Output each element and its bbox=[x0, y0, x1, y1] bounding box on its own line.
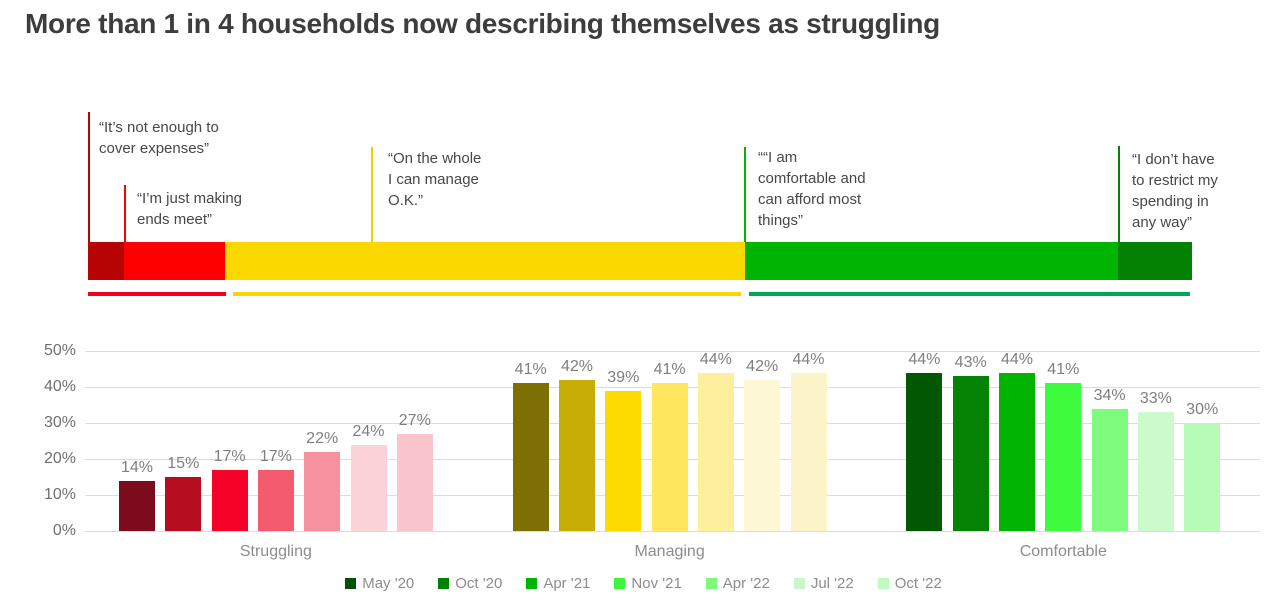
bar bbox=[559, 379, 595, 531]
bar-value-label: 17% bbox=[213, 447, 246, 465]
bar bbox=[790, 372, 827, 531]
quote-annotation: ““I am comfortable and can afford most t… bbox=[758, 149, 866, 229]
legend-swatch bbox=[526, 578, 538, 589]
legend-item: Jul '22 bbox=[793, 575, 854, 592]
legend-label: Nov '21 bbox=[631, 575, 682, 592]
bar-value-label: 39% bbox=[607, 368, 640, 386]
gridline bbox=[85, 351, 1260, 352]
bar bbox=[165, 477, 202, 531]
band-segment-struggling bbox=[124, 242, 225, 280]
y-axis-label: 0% bbox=[52, 522, 76, 539]
bar bbox=[119, 480, 155, 531]
bar-value-label: 43% bbox=[954, 354, 987, 372]
quote-annotation: “It’s not enough to cover expenses” bbox=[99, 119, 219, 157]
legend-swatch bbox=[793, 578, 805, 589]
chart-legend: May '20 Oct '20 Apr '21 Nov '21 Apr '22 Jul '… bbox=[0, 575, 1287, 592]
legend-item: Nov '21 bbox=[614, 575, 682, 592]
category-label: Comfortable bbox=[1019, 543, 1107, 560]
legend-item: Oct '22 bbox=[877, 575, 942, 592]
bar bbox=[1045, 383, 1082, 531]
bar-value-label: 27% bbox=[398, 411, 431, 429]
legend-label: Jul '22 bbox=[810, 575, 854, 592]
bar bbox=[651, 383, 688, 531]
band-callout-line bbox=[744, 147, 746, 242]
legend-swatch bbox=[438, 578, 450, 589]
legend-label: Apr '21 bbox=[543, 575, 591, 592]
bar bbox=[396, 433, 433, 531]
bar-value-label: 14% bbox=[120, 458, 154, 476]
bar-value-label: 41% bbox=[653, 361, 686, 379]
legend-swatch bbox=[877, 578, 889, 589]
bar bbox=[257, 469, 294, 531]
y-axis-label: 10% bbox=[43, 486, 76, 503]
legend-item: Apr '21 bbox=[526, 575, 590, 592]
bar bbox=[744, 379, 781, 531]
bar-value-label: 44% bbox=[699, 350, 732, 368]
bar bbox=[512, 383, 549, 531]
legend-label: Apr '22 bbox=[722, 575, 770, 592]
bar-value-label: 24% bbox=[352, 422, 385, 440]
legend-item: May '20 bbox=[345, 575, 414, 592]
band-segment-struggling-dark bbox=[88, 242, 124, 280]
legend-item: Apr '22 bbox=[705, 575, 770, 592]
quote-annotation: “On the whole I can manage O.K.” bbox=[388, 150, 482, 209]
band-segment-managing bbox=[225, 242, 745, 280]
bar-value-label: 44% bbox=[908, 350, 941, 368]
bar bbox=[605, 390, 642, 531]
bar-value-label: 42% bbox=[746, 357, 779, 375]
band-callout-line bbox=[371, 147, 373, 242]
y-axis-label: 20% bbox=[43, 450, 76, 467]
legend-swatch bbox=[614, 578, 626, 589]
legend-swatch bbox=[345, 578, 357, 589]
quote-annotation: “I’m just making ends meet” bbox=[137, 190, 243, 228]
bar bbox=[697, 372, 734, 531]
bar bbox=[304, 451, 341, 531]
bar-value-label: 33% bbox=[1139, 390, 1172, 408]
bar-value-label: 41% bbox=[1047, 361, 1080, 379]
band-underline bbox=[749, 292, 1190, 296]
bar bbox=[1137, 412, 1174, 531]
y-axis-label: 40% bbox=[43, 378, 76, 395]
band-segment-comfortable bbox=[745, 242, 1118, 280]
y-axis-label: 30% bbox=[43, 414, 76, 431]
band-callout-line bbox=[124, 185, 126, 242]
y-axis-label: 50% bbox=[43, 342, 76, 359]
quote-annotation: “I don’t have to restrict my spending in… bbox=[1132, 151, 1218, 231]
category-label: Managing bbox=[634, 543, 705, 560]
bar bbox=[350, 444, 387, 531]
bar bbox=[1091, 408, 1128, 531]
page-title: More than 1 in 4 households now describi… bbox=[25, 8, 940, 39]
legend-item: Oct '20 bbox=[438, 575, 502, 592]
bar-value-label: 17% bbox=[259, 447, 292, 465]
band-segment-comfortable-dark bbox=[1118, 242, 1192, 280]
bar-value-label: 44% bbox=[1000, 350, 1034, 368]
bar-value-label: 41% bbox=[514, 361, 547, 379]
bar bbox=[999, 372, 1035, 531]
bar-value-label: 42% bbox=[560, 357, 594, 375]
bar-value-label: 15% bbox=[167, 455, 200, 472]
bar bbox=[1184, 423, 1221, 531]
category-label: Struggling bbox=[239, 543, 312, 560]
gridline bbox=[85, 531, 1260, 532]
bar bbox=[952, 376, 989, 531]
bar bbox=[906, 372, 943, 531]
band-callout-line bbox=[1118, 146, 1120, 242]
bar-value-label: 44% bbox=[792, 350, 825, 368]
legend-label: Oct '20 bbox=[455, 575, 503, 592]
bar-value-label: 34% bbox=[1093, 386, 1126, 404]
legend-swatch bbox=[705, 578, 717, 589]
bar bbox=[211, 469, 248, 531]
band-underline bbox=[88, 292, 226, 296]
legend-label: Oct '22 bbox=[894, 575, 942, 592]
bar-value-label: 22% bbox=[306, 429, 339, 447]
band-callout-line bbox=[88, 112, 90, 242]
band-underline bbox=[233, 292, 741, 296]
legend-label: May '20 bbox=[362, 575, 415, 592]
bar-value-label: 30% bbox=[1186, 401, 1219, 418]
